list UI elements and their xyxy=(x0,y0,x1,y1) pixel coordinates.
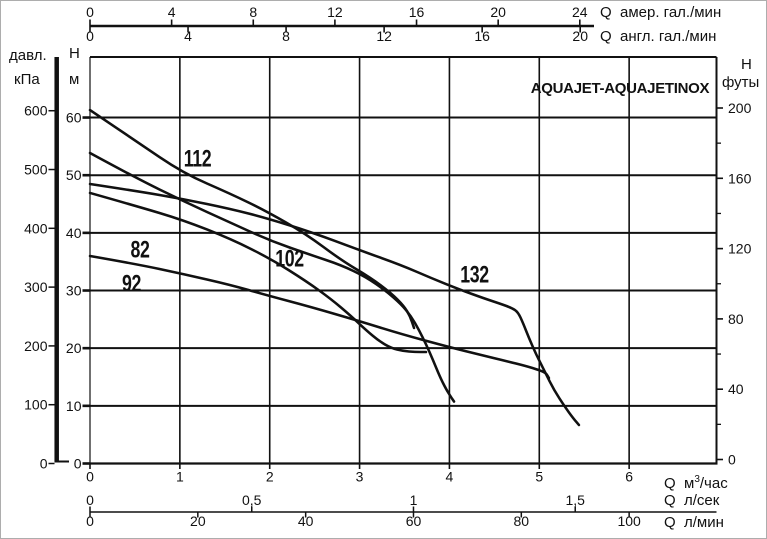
curve-label-112: 112 xyxy=(184,146,212,172)
ls-tick-label: 1 xyxy=(410,492,418,508)
curve-label-102: 102 xyxy=(275,246,304,272)
head-m-tick-label: 30 xyxy=(66,283,82,299)
lmin-tick-label: 60 xyxy=(406,513,422,529)
kpa-tick-label: 600 xyxy=(24,103,48,119)
axis-title-lmin: Q л/мин xyxy=(664,514,724,531)
uk-gpm-tick-label: 0 xyxy=(86,28,94,44)
curve-label-82: 82 xyxy=(130,237,149,263)
head-ft-tick-label: 0 xyxy=(728,452,736,468)
axis-title-uk-gpm: Q англ. гал./мин xyxy=(600,28,717,45)
us-gpm-tick-label: 12 xyxy=(327,4,343,20)
lmin-tick-label: 40 xyxy=(298,513,314,529)
lmin-tick-label: 20 xyxy=(190,513,206,529)
us-gpm-tick-label: 8 xyxy=(249,4,257,20)
head-m-tick-label: 50 xyxy=(66,167,82,183)
head-ft-tick-label: 200 xyxy=(728,100,752,116)
uk-gpm-tick-label: 20 xyxy=(572,28,588,44)
ls-tick-label: 1,5 xyxy=(565,492,585,508)
axis-title-head-m-line2: м xyxy=(69,71,80,88)
axis-title-pressure-line2: кПа xyxy=(14,71,40,88)
m3h-tick-label: 3 xyxy=(356,469,364,485)
pump-curve-82 xyxy=(88,191,428,354)
uk-gpm-tick-label: 8 xyxy=(282,28,290,44)
us-gpm-tick-label: 4 xyxy=(168,4,176,20)
axis-title-head-ft-line2: футы xyxy=(722,74,760,91)
axis-title-ls: Q л/сек xyxy=(664,492,720,509)
lmin-tick-label: 0 xyxy=(86,513,94,529)
ls-tick-label: 0,5 xyxy=(242,492,262,508)
head-m-tick-label: 10 xyxy=(66,398,82,414)
head-ft-tick-label: 120 xyxy=(728,241,752,257)
head-m-tick-label: 20 xyxy=(66,340,82,356)
kpa-tick-label: 300 xyxy=(24,279,48,295)
lmin-tick-label: 100 xyxy=(617,513,641,529)
m3h-tick-label: 4 xyxy=(446,469,454,485)
axis-title-m3h: Q м3/час xyxy=(664,474,728,492)
head-m-tick-label: 0 xyxy=(74,456,82,472)
pump-curve-92 xyxy=(88,254,551,380)
m3h-tick-label: 2 xyxy=(266,469,274,485)
head-m-tick-label: 40 xyxy=(66,225,82,241)
curve-label-92: 92 xyxy=(122,271,141,297)
uk-gpm-tick-label: 16 xyxy=(474,28,490,44)
kpa-tick-label: 100 xyxy=(24,397,48,413)
ls-tick-label: 0 xyxy=(86,492,94,508)
m3h-tick-label: 0 xyxy=(86,469,94,485)
chart-title: AQUAJET-AQUAJETINOX xyxy=(530,80,710,97)
kpa-tick-label: 200 xyxy=(24,338,48,354)
curve-label-132: 132 xyxy=(460,262,489,288)
kpa-tick-label: 500 xyxy=(24,162,48,178)
pump-curve-132 xyxy=(88,182,581,427)
uk-gpm-tick-label: 4 xyxy=(184,28,192,44)
head-ft-tick-label: 40 xyxy=(728,381,744,397)
axis-title-us-gpm: Q амер. гал./мин xyxy=(600,4,722,21)
us-gpm-tick-label: 16 xyxy=(409,4,425,20)
kpa-tick-label: 400 xyxy=(24,220,48,236)
head-m-tick-label: 60 xyxy=(66,110,82,126)
axis-title-head-ft-line1: Н xyxy=(741,56,752,73)
m3h-tick-label: 1 xyxy=(176,469,184,485)
kpa-tick-label: 0 xyxy=(40,456,48,472)
uk-gpm-tick-label: 12 xyxy=(376,28,392,44)
pump-curve-102 xyxy=(88,151,456,403)
axis-title-pressure-line1: давл. xyxy=(9,47,47,64)
head-ft-tick-label: 160 xyxy=(728,170,752,186)
lmin-tick-label: 80 xyxy=(514,513,530,529)
us-gpm-tick-label: 0 xyxy=(86,4,94,20)
us-gpm-tick-label: 20 xyxy=(490,4,506,20)
axis-title-head-m-line1: Н xyxy=(69,45,80,62)
us-gpm-tick-label: 24 xyxy=(572,4,588,20)
m3h-tick-label: 5 xyxy=(535,469,543,485)
m3h-tick-label: 6 xyxy=(625,469,633,485)
head-ft-tick-label: 80 xyxy=(728,311,744,327)
